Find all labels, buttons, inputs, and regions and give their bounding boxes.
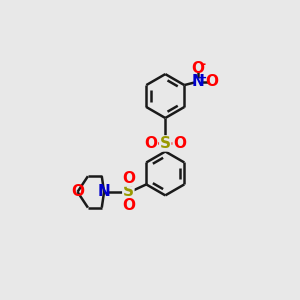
Text: O: O <box>122 198 135 213</box>
Text: O: O <box>173 136 186 151</box>
Text: O: O <box>205 74 218 89</box>
Text: O: O <box>122 171 135 186</box>
Text: -: - <box>200 58 205 71</box>
Text: N: N <box>191 74 204 89</box>
Text: O: O <box>191 61 204 76</box>
Text: S: S <box>160 136 171 151</box>
Text: N: N <box>98 184 110 200</box>
Text: O: O <box>145 136 158 151</box>
Text: O: O <box>71 184 84 200</box>
Text: S: S <box>123 184 134 200</box>
Text: +: + <box>198 73 207 83</box>
